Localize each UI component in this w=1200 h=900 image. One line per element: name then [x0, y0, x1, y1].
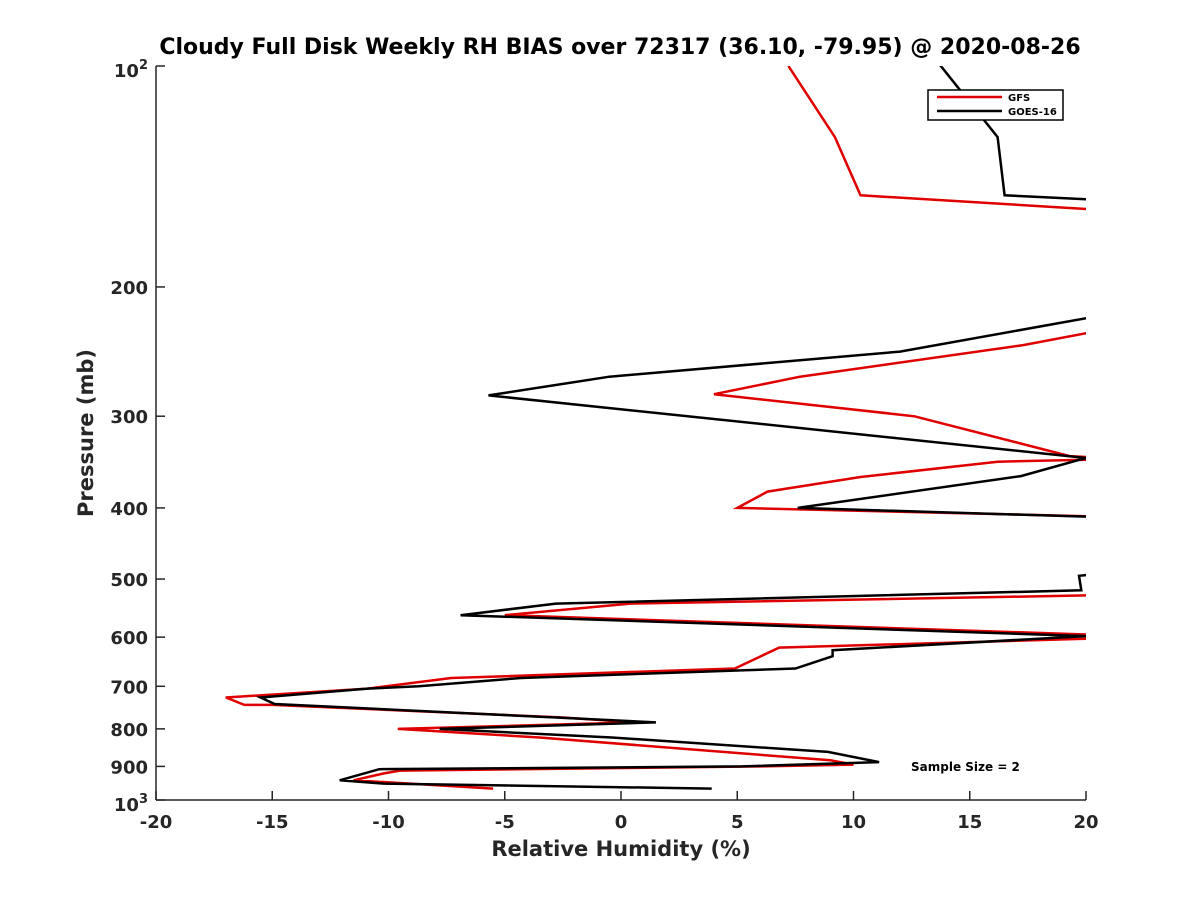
chart-title: Cloudy Full Disk Weekly RH BIAS over 723… — [159, 35, 1080, 60]
x-tick-label: 15 — [957, 812, 982, 833]
x-tick-label: 10 — [841, 812, 866, 833]
y-tick-label: 300 — [110, 407, 148, 428]
y-ticks: 200 300 400 500 600 700 800 900 — [110, 65, 165, 801]
y-tick-label: 400 — [110, 499, 148, 520]
y-tick-label: 500 — [110, 570, 148, 591]
x-tick-label: -20 — [140, 812, 173, 833]
x-tick-label: 5 — [731, 812, 744, 833]
y-tick-label: 900 — [110, 757, 148, 778]
x-tick-label: 0 — [615, 812, 628, 833]
legend: GFS GOES-16 — [927, 89, 1064, 121]
y-tick-label-top: 102 — [114, 58, 148, 82]
y-tick-label-bottom: 103 — [114, 792, 148, 816]
x-tick-label: -10 — [372, 812, 405, 833]
x-tick-label: -15 — [256, 812, 289, 833]
x-axis-label: Relative Humidity (%) — [491, 837, 750, 861]
sample-size-annotation: Sample Size = 2 — [911, 760, 1020, 774]
x-tick-label: -5 — [495, 812, 515, 833]
x-ticks: -20 -15 -10 -5 0 5 10 15 20 — [140, 791, 1099, 833]
y-axis-label: Pressure (mb) — [74, 349, 98, 517]
legend-box — [927, 89, 1064, 121]
y-tick-label: 200 — [110, 278, 148, 299]
y-tick-label: 600 — [110, 628, 148, 649]
series-layer — [225, 66, 1086, 790]
y-tick-label: 700 — [110, 677, 148, 698]
x-tick-label: 20 — [1073, 812, 1098, 833]
series-line-goes-16 — [255, 66, 1086, 790]
y-tick-label: 800 — [110, 720, 148, 741]
legend-label-goes-16: GOES-16 — [1008, 107, 1057, 118]
legend-label-gfs: GFS — [1008, 93, 1030, 104]
